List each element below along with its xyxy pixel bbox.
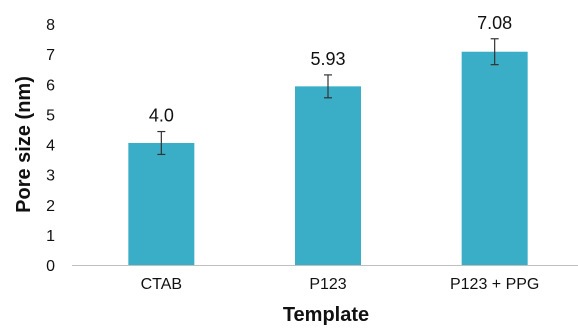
- x-axis-ticks: CTAB P123 P123 + PPG: [141, 276, 540, 293]
- y-tick-label: 5: [46, 107, 55, 124]
- y-tick-label: 1: [46, 228, 55, 245]
- data-labels: 4.0 5.93 7.08: [149, 13, 512, 126]
- data-label: 7.08: [477, 13, 512, 33]
- y-tick-label: 0: [46, 258, 55, 275]
- bars: [128, 51, 528, 266]
- x-axis-title: Template: [283, 304, 369, 326]
- error-bars: [157, 38, 499, 156]
- y-axis-ticks: 0 1 2 3 4 5 6 7 8: [46, 17, 55, 275]
- x-tick-label: CTAB: [141, 276, 182, 293]
- data-label: 5.93: [310, 49, 345, 69]
- bar: [295, 86, 361, 265]
- y-tick-label: 6: [46, 77, 55, 94]
- bar: [128, 142, 195, 265]
- x-tick-label: P123 + PPG: [450, 276, 539, 293]
- bar: [461, 51, 528, 266]
- x-tick-label: P123: [309, 276, 346, 293]
- y-tick-label: 8: [46, 17, 55, 34]
- y-tick-label: 4: [46, 138, 55, 155]
- y-tick-label: 7: [46, 47, 55, 64]
- data-label: 4.0: [149, 106, 174, 126]
- y-tick-label: 2: [46, 198, 55, 215]
- y-tick-label: 3: [46, 168, 55, 185]
- y-axis-title: Pore size (nm): [13, 76, 35, 213]
